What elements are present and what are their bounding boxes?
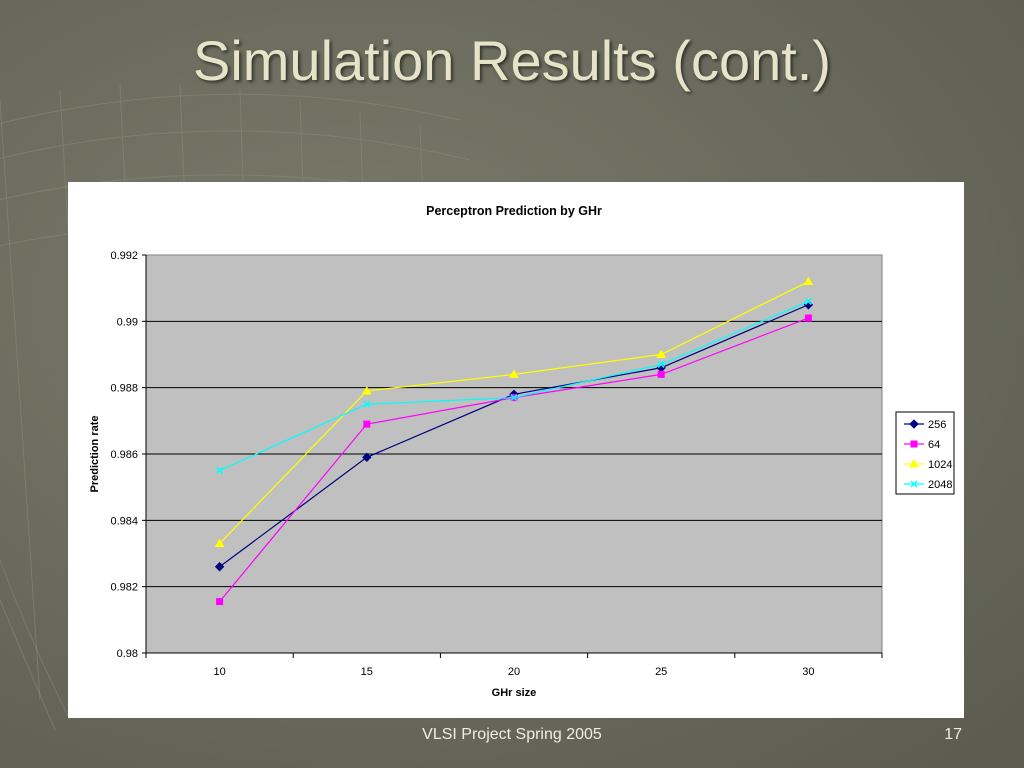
y-tick-label: 0.982 — [110, 582, 138, 594]
series-2048 — [216, 297, 812, 475]
y-tick-label: 0.99 — [117, 316, 138, 328]
legend-item: 256 — [904, 419, 946, 431]
data-point — [363, 420, 371, 428]
data-point — [361, 385, 372, 395]
legend-item: 64 — [904, 439, 940, 451]
data-point — [656, 349, 667, 358]
x-tick-label: 10 — [213, 666, 225, 678]
x-tick-label: 25 — [655, 666, 667, 678]
legend-label: 64 — [928, 439, 940, 451]
data-point — [910, 440, 918, 448]
legend-box — [895, 411, 955, 495]
data-point — [657, 360, 665, 368]
data-point — [909, 458, 919, 468]
legend-label: 1024 — [928, 459, 952, 471]
y-tick-label: 0.992 — [110, 250, 138, 262]
slide-number: 17 — [944, 726, 962, 743]
chart-legend: 256 64 1024 2048 — [895, 411, 955, 495]
data-point — [363, 400, 371, 408]
data-point — [804, 297, 812, 305]
x-tick-label: 15 — [361, 666, 373, 678]
data-point — [509, 369, 519, 378]
series-1024 — [214, 276, 814, 548]
data-point — [510, 394, 518, 402]
data-point — [909, 419, 919, 429]
x-tick-label: 30 — [802, 666, 814, 678]
y-axis-label: Prediction rate — [89, 415, 101, 492]
y-tick-label: 0.98 — [117, 648, 138, 660]
y-tick-label: 0.988 — [110, 383, 138, 395]
data-point — [216, 467, 224, 475]
legend-label: 2048 — [928, 479, 952, 491]
data-point — [657, 370, 665, 378]
slide-footer: VLSI Project Spring 2005 — [422, 726, 602, 743]
slide-title: Simulation Results (cont.) — [192, 29, 831, 92]
chart-panel: Perceptron Prediction by GHr 0.98 0.982 0.… — [68, 182, 964, 718]
data-point — [804, 314, 812, 322]
x-tick-label: 20 — [508, 666, 520, 678]
legend-label: 256 — [928, 419, 946, 431]
legend-item: 2048 — [904, 479, 952, 491]
data-point — [216, 598, 224, 606]
legend-item: 1024 — [904, 458, 952, 471]
data-point — [910, 480, 918, 488]
data-point — [214, 538, 225, 548]
line-chart: Perceptron Prediction by GHr 0.98 0.982 0.… — [89, 204, 955, 699]
data-point — [362, 452, 372, 463]
chart-title: Perceptron Prediction by GHr — [426, 204, 602, 218]
data-point — [214, 562, 225, 572]
y-tick-label: 0.984 — [110, 515, 138, 527]
x-axis-label: GHr size — [492, 687, 537, 699]
y-tick-label: 0.986 — [110, 449, 138, 461]
data-point — [803, 276, 814, 286]
